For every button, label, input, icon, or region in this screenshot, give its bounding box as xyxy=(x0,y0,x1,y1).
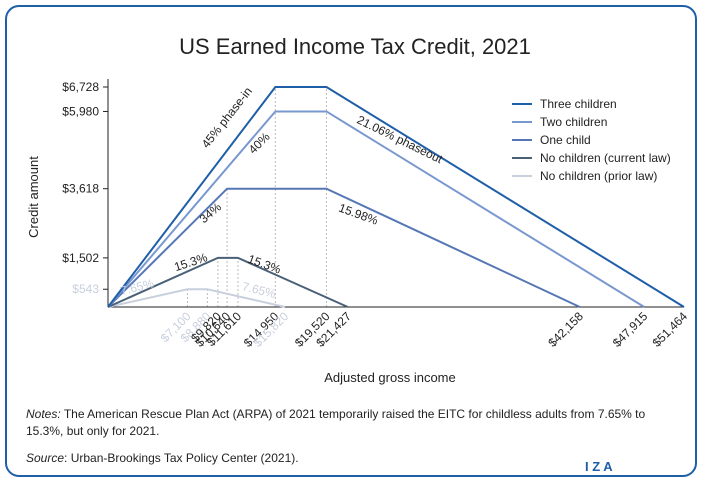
logo: I Z A xyxy=(577,459,621,474)
y-tick-label: $3,618 xyxy=(62,182,99,196)
source: Source: Urban-Brookings Tax Policy Cente… xyxy=(26,451,299,465)
x-tick-label: $47,915 xyxy=(610,309,651,350)
y-tick-label: $1,502 xyxy=(62,251,99,265)
source-label: Source xyxy=(26,451,65,465)
chart-title: US Earned Income Tax Credit, 2021 xyxy=(179,34,531,59)
y-tick-label: $5,980 xyxy=(62,104,99,118)
y-axis-label: Credit amount xyxy=(26,156,41,238)
annotation: 15.98% xyxy=(337,201,380,228)
x-axis-label: Adjusted gross income xyxy=(324,370,456,385)
y-tick-label: $6,728 xyxy=(62,80,99,94)
annotation: 21.06% phaseout xyxy=(355,113,446,167)
chart: US Earned Income Tax Credit, 2021 Adjust… xyxy=(26,34,691,385)
source-text: : Urban-Brookings Tax Policy Center (202… xyxy=(64,451,299,465)
series-line xyxy=(107,288,286,308)
legend-label: Two children xyxy=(540,115,607,129)
series-line xyxy=(107,187,581,308)
legend-label: Three children xyxy=(540,97,617,111)
annotation: 15.3% xyxy=(246,252,283,277)
y-tick-label: $543 xyxy=(72,282,99,296)
legend-label: No children (prior law) xyxy=(540,169,657,183)
annotation: 45% phase-in xyxy=(199,84,255,150)
x-tick-label: $42,158 xyxy=(545,309,586,350)
legend-label: No children (current law) xyxy=(540,151,671,165)
annotation: 40% xyxy=(246,130,273,157)
notes-label: Notes: xyxy=(26,407,61,421)
legend-label: One child xyxy=(540,133,591,147)
series-line xyxy=(107,86,685,308)
notes-text: The American Rescue Plan Act (ARPA) of 2… xyxy=(26,407,646,438)
series-line xyxy=(107,110,645,308)
frame xyxy=(5,5,697,477)
series-line xyxy=(107,256,349,308)
notes: Notes: The American Rescue Plan Act (ARP… xyxy=(26,406,676,440)
x-tick-label: $51,464 xyxy=(650,309,691,350)
annotation: 34% xyxy=(197,200,225,226)
